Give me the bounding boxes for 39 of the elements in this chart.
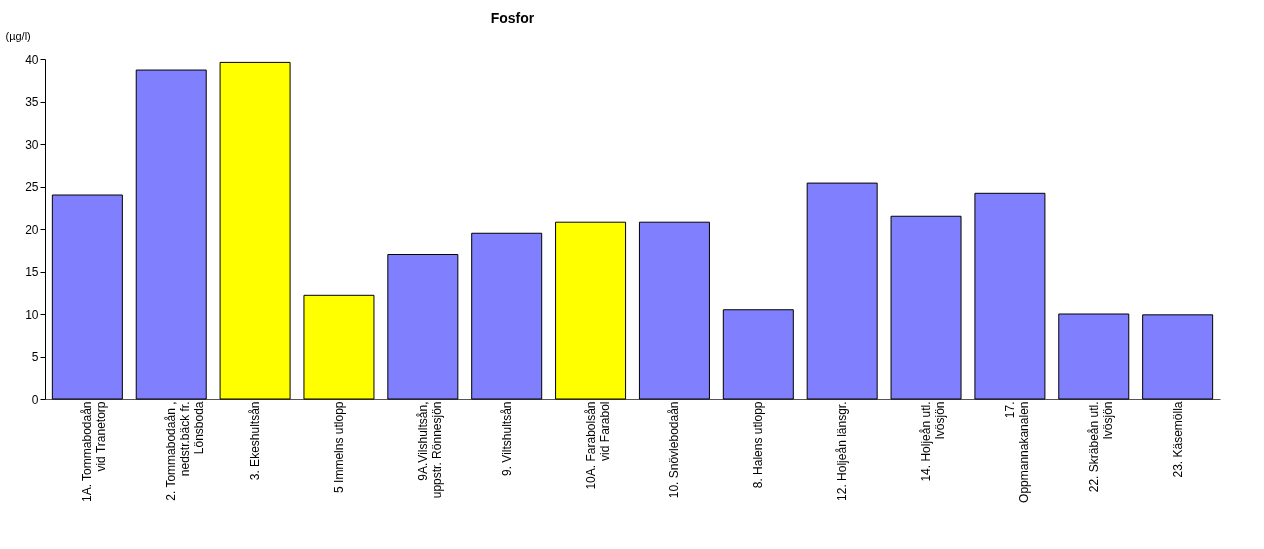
bar: [1058, 313, 1130, 400]
bar: [638, 221, 710, 400]
y-tick-label: 40: [25, 52, 39, 67]
chart-title: Fosfor: [490, 10, 535, 26]
bar: [219, 61, 291, 400]
x-tick-label: 3. Ekeshultsån: [248, 401, 263, 481]
bar: [51, 194, 123, 400]
x-tick-label: 9A.Vilshultsån, uppstr. Rönnesjön: [415, 401, 444, 499]
bar: [806, 182, 878, 400]
y-tick-label: 10: [25, 307, 39, 322]
bar: [974, 192, 1046, 400]
x-tick-label: 22. Skräbeån utl. Ivösjön: [1086, 401, 1115, 493]
x-tick-label: 2. Tommabodaån , nedstr.bäck fr. Lönsboda: [164, 401, 207, 501]
x-tick-label: 10. Snövlebodaån: [667, 401, 682, 499]
bar: [387, 254, 459, 400]
x-tick-label: 1A. Tommabodaån vid Tranetorp: [80, 401, 109, 503]
bar: [890, 215, 962, 400]
bar: [303, 294, 375, 400]
x-tick-label: 14. Holjeån utl. Ivösjön: [919, 401, 948, 482]
x-tick-label: 9. Viltshultsån: [499, 401, 514, 476]
x-tick-label: 8. Halens utlopp: [751, 401, 766, 489]
y-tick-label: 25: [25, 180, 39, 194]
y-tick-label: 0: [31, 392, 39, 407]
x-tick-label: 10A. Farabolsån vid Farabol: [583, 401, 612, 490]
y-tick-label: 35: [25, 95, 39, 109]
y-tick-label: 30: [25, 137, 39, 152]
x-tick-label: 5 Immelns utlopp: [331, 401, 346, 493]
y-tick-label: 20: [25, 222, 39, 237]
x-tick-label: 12. Holjeån länsgr.: [835, 401, 850, 501]
bar: [555, 221, 627, 400]
y-tick-label: 5: [31, 350, 39, 364]
x-tick-label: 17. Oppmannakanalen: [1002, 401, 1031, 503]
y-axis-title: (µg/l): [5, 29, 31, 42]
bar: [1142, 314, 1214, 400]
y-tick-label: 15: [25, 265, 39, 279]
x-tick-label: 23. Käsemölla: [1170, 401, 1185, 478]
bar: [722, 309, 794, 400]
bar: [471, 232, 543, 400]
bar: [135, 69, 207, 400]
